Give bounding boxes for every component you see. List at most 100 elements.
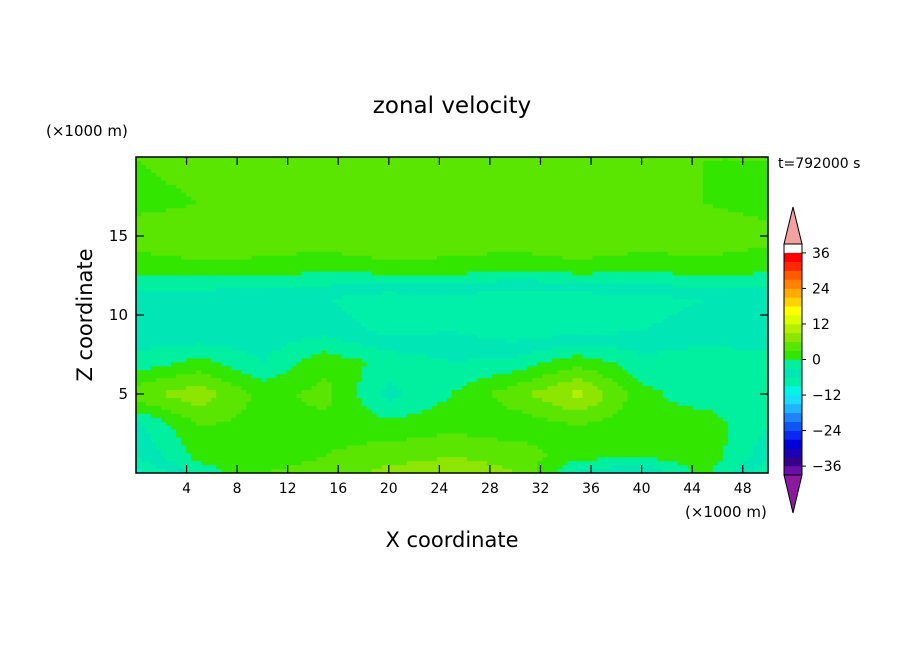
field-cell bbox=[682, 157, 689, 162]
field-cell bbox=[522, 291, 528, 296]
field-cell bbox=[622, 236, 629, 241]
x-axis-label: X coordinate bbox=[385, 528, 518, 552]
field-cell bbox=[622, 180, 629, 186]
field-cell bbox=[657, 279, 664, 284]
field-cell bbox=[191, 212, 197, 217]
field-cell bbox=[642, 236, 649, 241]
field-cell bbox=[221, 271, 227, 277]
field-cell bbox=[567, 232, 573, 237]
field-cell bbox=[296, 236, 303, 241]
field-cell bbox=[617, 295, 624, 300]
field-cell bbox=[707, 184, 714, 190]
field-cell bbox=[141, 279, 147, 284]
field-cell bbox=[582, 204, 589, 209]
field-cell bbox=[732, 271, 739, 277]
field-cell bbox=[266, 216, 273, 221]
field-cell bbox=[191, 291, 197, 296]
field-cell bbox=[326, 243, 333, 249]
field-cell bbox=[477, 259, 483, 265]
field-cell bbox=[572, 251, 578, 257]
field-cell bbox=[356, 311, 363, 316]
field-cell bbox=[306, 164, 313, 170]
field-cell bbox=[321, 243, 328, 249]
field-cell bbox=[216, 291, 222, 296]
field-cell bbox=[642, 267, 649, 273]
field-cell bbox=[757, 263, 764, 269]
field-cell bbox=[477, 176, 483, 182]
field-cell bbox=[366, 307, 373, 312]
field-cell bbox=[186, 184, 192, 190]
field-cell bbox=[452, 212, 458, 217]
field-cell bbox=[682, 295, 689, 300]
field-cell bbox=[366, 236, 373, 241]
field-cell bbox=[727, 247, 734, 253]
field-cell bbox=[762, 192, 768, 198]
field-cell bbox=[682, 176, 689, 182]
field-cell bbox=[502, 184, 508, 190]
field-cell bbox=[522, 295, 528, 300]
field-cell bbox=[436, 255, 443, 261]
field-cell bbox=[251, 271, 257, 277]
field-cell bbox=[762, 259, 768, 265]
field-cell bbox=[331, 259, 338, 265]
field-cell bbox=[712, 247, 719, 253]
field-cell bbox=[241, 192, 247, 198]
field-cell bbox=[742, 267, 749, 273]
field-cell bbox=[286, 267, 293, 273]
field-cell bbox=[256, 239, 262, 245]
field-cell bbox=[431, 303, 438, 308]
field-cell bbox=[522, 232, 528, 237]
field-cell bbox=[376, 184, 383, 190]
field-cell bbox=[602, 168, 609, 174]
field-cell bbox=[146, 164, 152, 170]
field-cell bbox=[527, 259, 533, 265]
field-cell bbox=[236, 275, 242, 281]
field-cell bbox=[326, 236, 333, 241]
field-cell bbox=[562, 204, 568, 209]
field-cell bbox=[522, 279, 528, 284]
field-cell bbox=[707, 275, 714, 281]
field-cell bbox=[326, 220, 333, 225]
field-cell bbox=[612, 259, 619, 265]
field-cell bbox=[196, 196, 202, 202]
field-cell bbox=[677, 188, 684, 194]
field-cell bbox=[587, 160, 594, 166]
field-cell bbox=[667, 279, 674, 284]
field-cell bbox=[226, 283, 232, 288]
field-cell bbox=[527, 212, 533, 217]
field-cell bbox=[657, 232, 664, 237]
field-cell bbox=[597, 299, 604, 304]
field-cell bbox=[431, 160, 438, 166]
field-cell bbox=[737, 168, 744, 174]
field-cell bbox=[527, 164, 533, 170]
field-cell bbox=[752, 251, 759, 257]
field-cell bbox=[271, 164, 278, 170]
field-cell bbox=[487, 239, 493, 245]
field-cell bbox=[151, 188, 157, 194]
field-cell bbox=[151, 216, 157, 221]
field-cell bbox=[647, 287, 654, 292]
field-cell bbox=[446, 291, 453, 296]
field-cell bbox=[231, 299, 237, 304]
field-cell bbox=[552, 157, 558, 162]
field-cell bbox=[487, 212, 493, 217]
field-cell bbox=[376, 180, 383, 186]
field-cell bbox=[351, 172, 358, 178]
field-cell bbox=[717, 212, 724, 217]
field-cell bbox=[361, 176, 368, 182]
field-cell bbox=[221, 180, 227, 186]
field-cell bbox=[587, 267, 594, 273]
field-cell bbox=[191, 263, 197, 269]
field-cell bbox=[642, 188, 649, 194]
field-cell bbox=[426, 172, 433, 178]
field-cell bbox=[436, 311, 443, 316]
field-cell bbox=[196, 160, 202, 166]
field-cell bbox=[752, 196, 759, 202]
field-cell bbox=[186, 164, 192, 170]
field-cell bbox=[301, 311, 308, 316]
field-cell bbox=[542, 287, 548, 292]
field-cell bbox=[331, 251, 338, 257]
field-cell bbox=[507, 192, 513, 198]
field-cell bbox=[276, 212, 283, 217]
field-cell bbox=[507, 255, 513, 261]
